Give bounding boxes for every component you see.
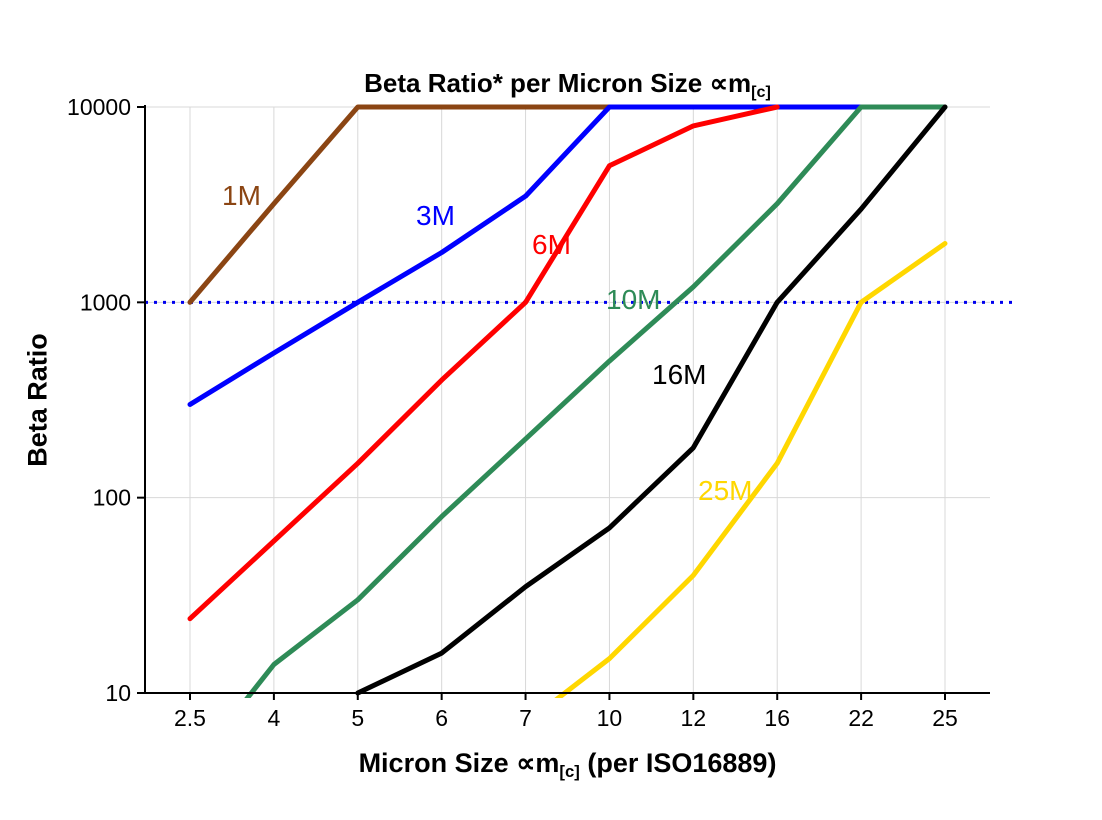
x-axis-label-suffix: (per ISO16889) bbox=[579, 748, 777, 778]
x-tick-label-5: 5 bbox=[351, 705, 364, 731]
series-line-10M bbox=[244, 104, 948, 698]
series-line-16M bbox=[355, 104, 948, 696]
series-label-3M: 3M bbox=[416, 200, 455, 231]
x-tick-label-10: 10 bbox=[597, 705, 623, 731]
x-tick-label-7: 7 bbox=[519, 705, 532, 731]
series-label-25M: 25M bbox=[698, 475, 752, 506]
y-tick-label-10000: 10000 bbox=[67, 94, 131, 120]
chart-title: Beta Ratio* per Micron Size ∝m[c] bbox=[145, 68, 990, 102]
x-axis-label: Micron Size ∝m[c] (per ISO16889) bbox=[145, 748, 990, 782]
y-tick-label-10: 10 bbox=[105, 680, 131, 706]
series-label-10M: 10M bbox=[606, 284, 660, 315]
x-tick-labels: 2.5 4 5 6 7 10 12 16 22 25 bbox=[174, 693, 958, 731]
series-label-16M: 16M bbox=[652, 359, 706, 390]
x-tick-label-16: 16 bbox=[764, 705, 790, 731]
chart-title-subscript: [c] bbox=[751, 82, 771, 101]
series-line-1M bbox=[187, 104, 612, 305]
series-lines bbox=[187, 104, 948, 698]
y-tick-label-1000: 1000 bbox=[80, 289, 131, 315]
x-tick-label-12: 12 bbox=[681, 705, 707, 731]
x-tick-label-2.5: 2.5 bbox=[174, 705, 206, 731]
series-label-6M: 6M bbox=[532, 229, 571, 260]
series-labels: 1M 3M 6M 10M 16M 25M bbox=[222, 180, 752, 506]
x-tick-label-4: 4 bbox=[267, 705, 280, 731]
x-tick-label-25: 25 bbox=[932, 705, 958, 731]
series-line-3M bbox=[187, 104, 864, 407]
x-tick-label-22: 22 bbox=[848, 705, 874, 731]
chart-title-text: Beta Ratio* per Micron Size ∝m bbox=[364, 68, 752, 98]
x-axis-label-subscript: [c] bbox=[559, 762, 580, 782]
series-line-25M bbox=[554, 241, 948, 698]
x-axis-label-text: Micron Size ∝m bbox=[358, 748, 560, 778]
series-label-1M: 1M bbox=[222, 180, 261, 211]
y-tick-label-100: 100 bbox=[93, 485, 131, 511]
x-tick-label-6: 6 bbox=[435, 705, 448, 731]
series-line-6M bbox=[187, 104, 780, 622]
y-tick-labels: 10 100 1000 10000 bbox=[67, 94, 145, 706]
